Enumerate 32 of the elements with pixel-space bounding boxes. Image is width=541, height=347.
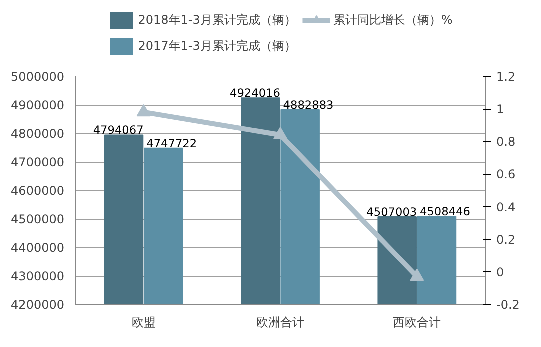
point (136, 104, 151, 117)
legend-label: 2017年1-3月累计完成（辆） (138, 38, 296, 54)
y-tick-label: 5000000 (11, 70, 65, 84)
y-tick-label: 4500000 (11, 212, 65, 226)
legend-label: 累计同比增长（辆）% (333, 12, 453, 28)
y-tick-label: 4900000 (11, 98, 65, 112)
data-label: 4794067 (93, 123, 144, 138)
data-label: 4507003 (366, 205, 418, 220)
y-tick-label: 4400000 (11, 241, 65, 255)
data-label: 4747722 (146, 136, 198, 150)
point (410, 268, 424, 282)
y2-tick-label: 0.8 (496, 135, 516, 150)
y2-tick-label: 0.4 (496, 200, 516, 214)
y-tick-label: 4600000 (11, 184, 65, 198)
y-tick-label: 4300000 (11, 270, 65, 284)
point (274, 127, 288, 140)
y-tick-label: 4700000 (11, 156, 65, 170)
y2-tick-label: 0.2 (496, 232, 516, 247)
y2-tick-label: 1.2 (496, 70, 516, 84)
y-tick-label: 4800000 (11, 127, 65, 141)
x-tick-label: 欧洲合计 (256, 316, 304, 330)
x-tick-label: 欧盟 (132, 316, 156, 330)
y2-tick-label: 0.6 (496, 168, 516, 182)
data-label: 4924016 (230, 86, 280, 100)
data-label: 4508446 (420, 204, 470, 219)
y2-tick-label: 0 (496, 265, 504, 280)
data-label: 4882883 (283, 98, 334, 112)
y2-tick-label: -0.2 (496, 298, 520, 312)
y-tick-label: 4200000 (11, 298, 65, 312)
y2-tick-label: 1 (496, 102, 504, 117)
x-tick-label: 西欧合计 (393, 316, 442, 330)
legend-label: 2018年1-3月累计完成（辆） (138, 12, 296, 28)
